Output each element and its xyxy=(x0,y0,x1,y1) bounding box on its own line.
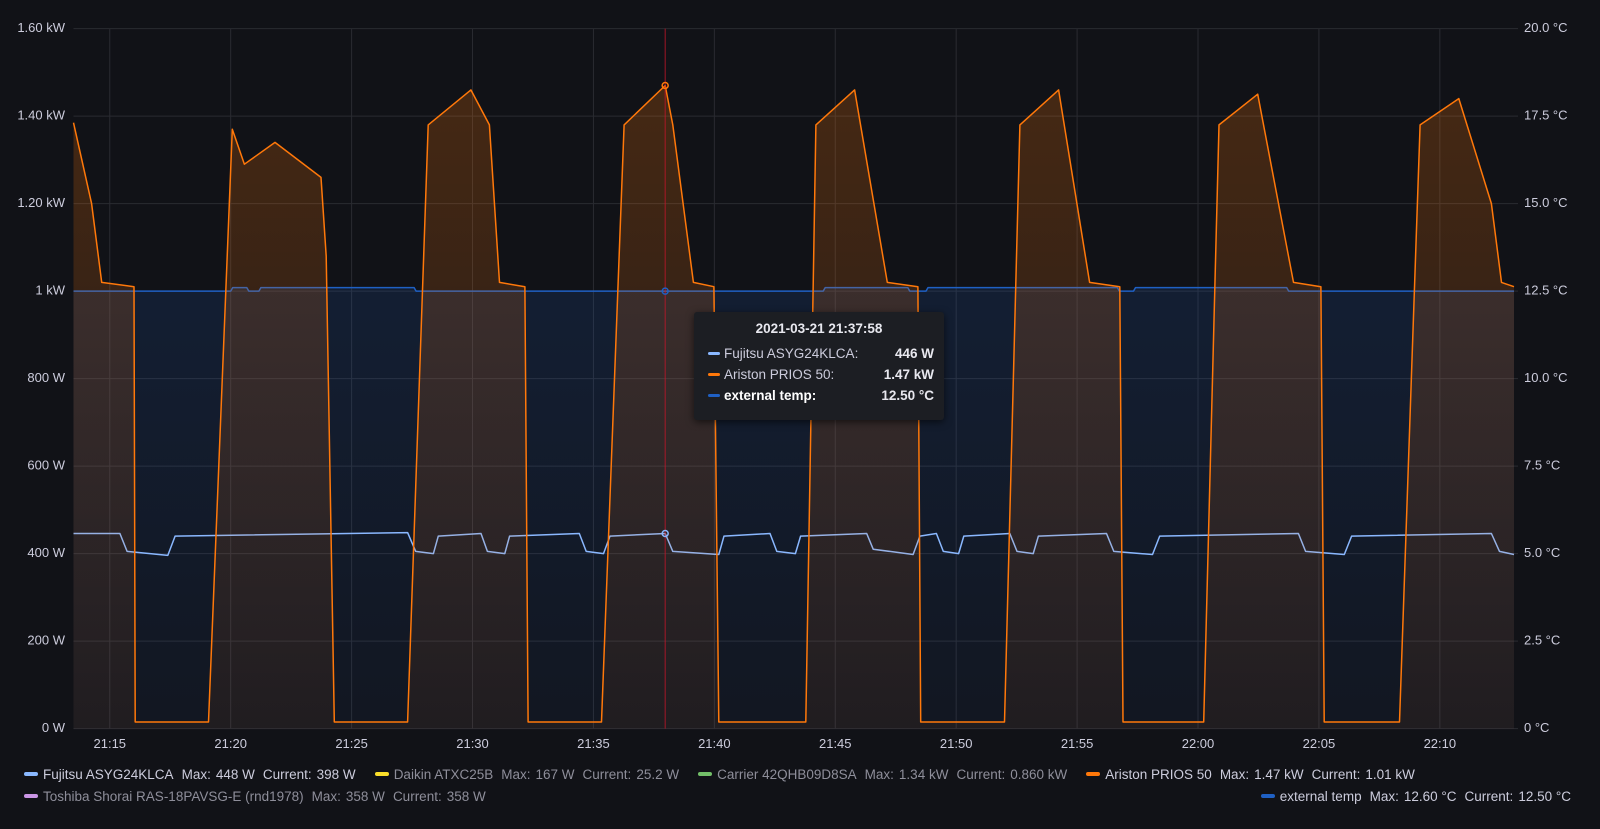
series-line xyxy=(72,84,1515,723)
legend-swatch xyxy=(1260,794,1275,798)
legend-stat-label: Max: xyxy=(1219,766,1250,782)
legend-stat-label: Max: xyxy=(311,788,341,804)
x-tick-label: 22:10 xyxy=(1424,736,1457,751)
y-tick-label: 1.20 kW xyxy=(17,195,65,210)
y-tick-label: 1 kW xyxy=(35,283,65,298)
legend-entry[interactable]: Fujitsu ASYG24KLCA Max: 448 W Current: 398 W xyxy=(24,767,361,782)
legend-stat-value: 1.01 kW xyxy=(1365,766,1415,782)
y-tick-label: 400 W xyxy=(27,545,65,560)
tooltip-swatch xyxy=(708,352,720,355)
hover-point xyxy=(661,81,669,90)
y-tick-label: 1.40 kW xyxy=(17,108,65,123)
legend-stat-label: Current: xyxy=(1464,788,1514,804)
legend-swatch xyxy=(1086,772,1101,776)
legend-stat-label: Current: xyxy=(262,766,312,782)
legend-row: Fujitsu ASYG24KLCA Max: 448 W Current: 398 W… xyxy=(24,763,1576,785)
y2-tick-label: 15.0 °C xyxy=(1524,195,1568,210)
legend-swatch xyxy=(698,772,713,776)
legend-stat-label: Current: xyxy=(582,766,632,782)
x-tick-label: 21:15 xyxy=(94,736,127,751)
y-tick-label: 600 W xyxy=(27,458,65,473)
x-tick-label: 21:40 xyxy=(698,736,731,751)
tooltip-swatch xyxy=(708,373,720,376)
x-tick-label: 21:25 xyxy=(335,736,368,751)
y2-tick-label: 0 °C xyxy=(1524,720,1549,735)
y-tick-label: 200 W xyxy=(27,633,65,648)
legend-stat-value: 358 W xyxy=(446,788,486,804)
legend-entry[interactable]: Toshiba Shorai RAS-18PAVSG-E (rnd1978) Ma… xyxy=(24,789,491,804)
legend-name: Carrier 42QHB09D8SA xyxy=(717,766,857,782)
x-tick-label: 21:35 xyxy=(577,736,610,751)
y2-tick-label: 5.0 °C xyxy=(1524,545,1560,560)
legend-swatch xyxy=(24,772,38,776)
legend-swatch xyxy=(24,794,38,798)
legend-stat-label: Current: xyxy=(956,766,1006,782)
tooltip: 2021-03-21 21:37:58 Fujitsu ASYG24KLCA: 4… xyxy=(694,312,944,420)
y2-tick-label: 12.5 °C xyxy=(1524,283,1568,298)
tooltip-name: Fujitsu ASYG24KLCA: xyxy=(724,346,859,361)
x-tick-label: 21:50 xyxy=(940,736,973,751)
x-tick-label: 21:20 xyxy=(214,736,247,751)
tooltip-value: 1.47 kW xyxy=(883,367,934,382)
legend-stat-value: 12.60 °C xyxy=(1403,788,1457,804)
tooltip-row: external temp: 12.50 °C xyxy=(694,385,944,406)
y2-tick-label: 10.0 °C xyxy=(1524,370,1568,385)
x-tick-label: 22:00 xyxy=(1182,736,1215,751)
x-tick-label: 21:45 xyxy=(819,736,852,751)
legend-stat-label: Max: xyxy=(501,766,531,782)
legend-stat-label: Max: xyxy=(864,766,894,782)
legend-name: Ariston PRIOS 50 xyxy=(1105,766,1212,782)
legend-name: Fujitsu ASYG24KLCA xyxy=(43,766,174,782)
tooltip-name: Ariston PRIOS 50: xyxy=(724,367,835,382)
hover-point xyxy=(661,287,669,295)
tooltip-title: 2021-03-21 21:37:58 xyxy=(755,321,883,336)
legend-stat-label: Max: xyxy=(1369,788,1399,804)
legend-swatch xyxy=(374,772,389,776)
legend-entry[interactable]: external temp Max: 12.60 °C Current: 12.50 °… xyxy=(1260,788,1576,804)
legend-stat-label: Max: xyxy=(181,766,211,782)
tooltip-value: 446 W xyxy=(894,346,934,361)
legend-stat-value: 12.50 °C xyxy=(1518,788,1571,804)
x-tick-label: 21:55 xyxy=(1061,736,1094,751)
tooltip-swatch xyxy=(708,394,720,397)
legend-stat-label: Current: xyxy=(392,788,442,804)
tooltip-row: Ariston PRIOS 50: 1.47 kW xyxy=(694,364,944,385)
y2-tick-label: 2.5 °C xyxy=(1524,633,1560,648)
legend-entry[interactable]: Ariston PRIOS 50 Max: 1.47 kW Current: 1.01 … xyxy=(1086,767,1420,782)
y2-tick-label: 17.5 °C xyxy=(1524,108,1568,123)
legend-stat-value: 0.860 kW xyxy=(1010,766,1068,782)
y2-tick-label: 20.0 °C xyxy=(1524,20,1568,35)
y2-tick-label: 7.5 °C xyxy=(1524,458,1560,473)
legend-stat-value: 1.34 kW xyxy=(898,766,949,782)
tooltip-name: external temp: xyxy=(724,388,817,403)
hover-point xyxy=(661,529,669,538)
legend-stat-value: 358 W xyxy=(345,788,385,804)
legend-stat-label: Current: xyxy=(1311,766,1361,782)
legend-stat-value: 448 W xyxy=(215,766,255,782)
legend-entry[interactable]: Carrier 42QHB09D8SA Max: 1.34 kW Current: 0.… xyxy=(698,767,1072,782)
tooltip-value: 12.50 °C xyxy=(881,388,934,403)
y-tick-label: 1.60 kW xyxy=(17,20,65,35)
y-tick-label: 800 W xyxy=(27,370,65,385)
tooltip-row: Fujitsu ASYG24KLCA: 446 W xyxy=(694,343,944,364)
legend-name: external temp xyxy=(1279,788,1362,804)
x-tick-label: 21:30 xyxy=(456,736,489,751)
legend-stat-value: 167 W xyxy=(535,766,575,782)
legend-stat-value: 398 W xyxy=(316,766,356,782)
legend-entry[interactable]: Daikin ATXC25B Max: 167 W Current: 25.2 W xyxy=(374,766,684,782)
area xyxy=(73,85,1514,729)
y-tick-label: 0 W xyxy=(42,720,66,735)
legend-name: Daikin ATXC25B xyxy=(393,766,494,782)
legend-name: Toshiba Shorai RAS-18PAVSG-E (rnd1978) xyxy=(43,788,304,804)
legend-row: Toshiba Shorai RAS-18PAVSG-E (rnd1978) Ma… xyxy=(24,785,1576,807)
legend: Fujitsu ASYG24KLCA Max: 448 W Current: 398 W… xyxy=(24,763,1576,807)
x-tick-label: 22:05 xyxy=(1303,736,1336,751)
legend-stat-value: 25.2 W xyxy=(636,766,680,782)
legend-stat-value: 1.47 kW xyxy=(1254,766,1304,782)
